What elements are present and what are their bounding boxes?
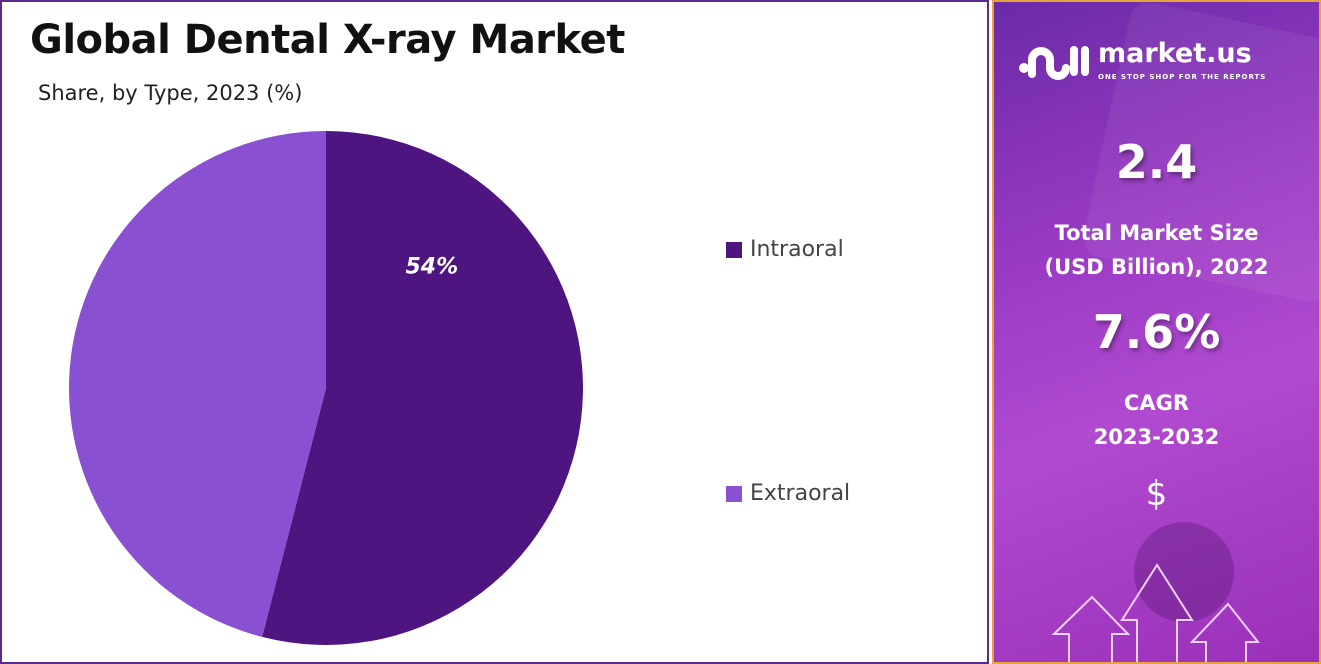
chart-title: Global Dental X-ray Market xyxy=(30,17,625,63)
legend-label: Extraoral xyxy=(750,481,851,506)
chart-subtitle: Share, by Type, 2023 (%) xyxy=(38,81,303,105)
market-us-logo: market.us ONE STOP SHOP FOR THE REPORTS xyxy=(1018,38,1308,82)
pie-slice-extraoral xyxy=(69,131,326,637)
legend-item-extraoral: Extraoral xyxy=(726,480,850,508)
data-label: 54% xyxy=(406,254,459,279)
logo-name: market.us xyxy=(1098,38,1252,69)
growth-arrows-icon xyxy=(1051,563,1261,662)
cagr-value: 7.6% xyxy=(1092,305,1221,359)
legend-swatch xyxy=(726,486,742,502)
legend-swatch xyxy=(726,242,742,258)
background-decoration xyxy=(1134,522,1234,622)
cagr-period: 2023-2032 xyxy=(1093,425,1220,449)
stats-panel: market.us ONE STOP SHOP FOR THE REPORTS … xyxy=(992,0,1321,664)
market-size-value: 2.4 xyxy=(1115,135,1198,189)
market-size-label: Total Market Size xyxy=(1054,221,1259,245)
legend-item-intraoral: Intraoral xyxy=(726,236,844,264)
logo-icon xyxy=(1019,46,1089,81)
legend-label: Intraoral xyxy=(750,237,844,262)
logo-tagline: ONE STOP SHOP FOR THE REPORTS xyxy=(1098,73,1267,82)
cagr-label: CAGR xyxy=(1123,391,1190,415)
chart-panel: 54% Global Dental X-ray Market Share, by… xyxy=(0,0,989,664)
pie-slice-intraoral xyxy=(262,131,584,645)
pie-chart: 54% xyxy=(69,131,584,645)
market-size-label: (USD Billion), 2022 xyxy=(1044,255,1269,279)
dollar-icon: $ xyxy=(1145,474,1168,514)
